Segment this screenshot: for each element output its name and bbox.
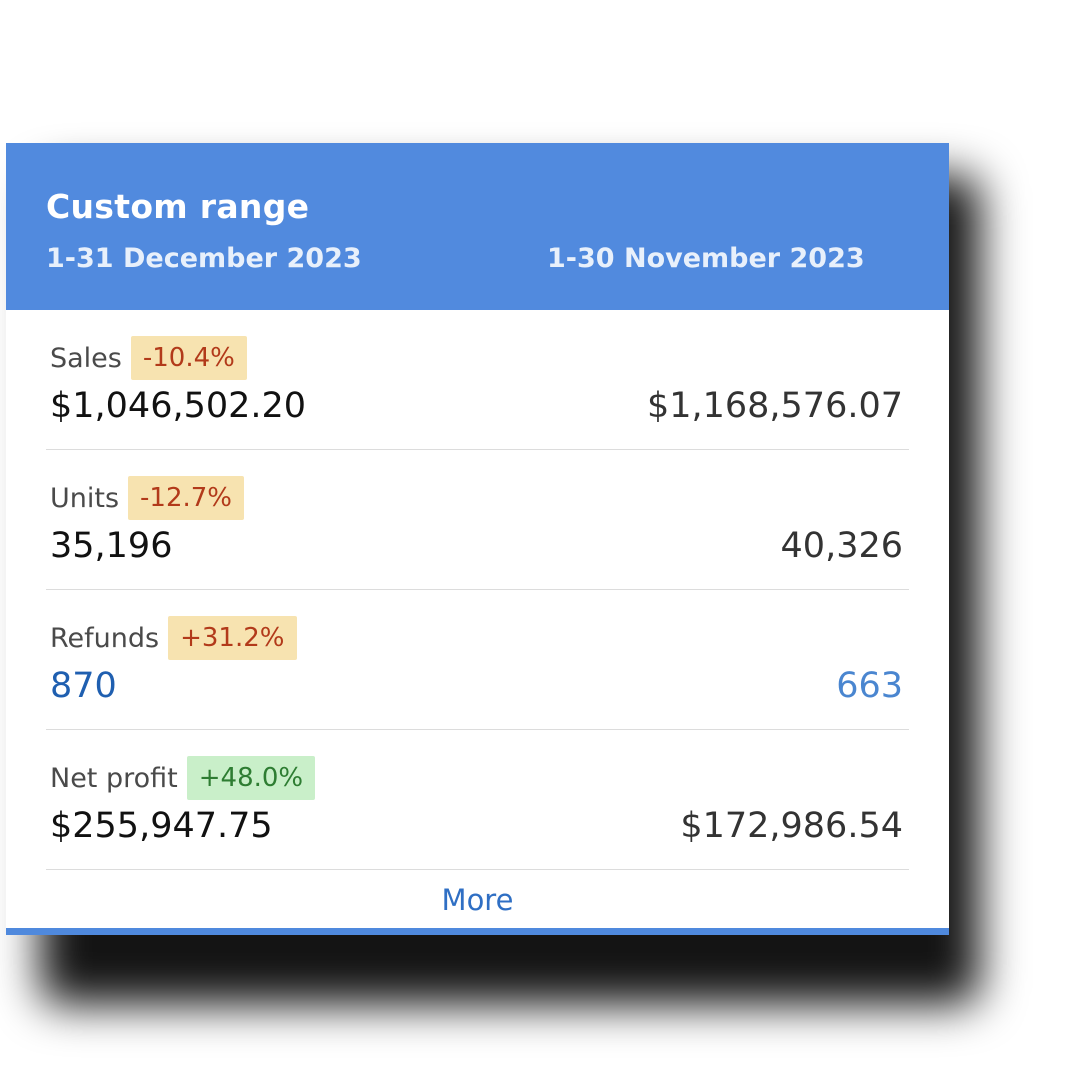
current-value: $1,046,502.20 <box>50 386 307 426</box>
change-badge: +48.0% <box>186 756 316 800</box>
metric-label-row: Refunds +31.2% <box>50 616 297 660</box>
current-value: 35,196 <box>50 526 173 566</box>
metric-label-row: Sales -10.4% <box>50 336 247 380</box>
current-period: 1-31 December 2023 <box>46 243 362 274</box>
previous-value: $172,986.54 <box>680 806 903 846</box>
more-link[interactable]: More <box>441 883 514 917</box>
metric-label-row: Net profit +48.0% <box>50 756 316 800</box>
range-title: Custom range <box>46 187 310 226</box>
change-badge: -10.4% <box>130 336 247 380</box>
change-badge: +31.2% <box>168 616 297 660</box>
refunds-current-link[interactable]: 870 <box>50 666 117 706</box>
refunds-previous-link[interactable]: 663 <box>836 666 903 706</box>
card-header: Custom range 1-31 December 2023 1-30 Nov… <box>6 143 949 310</box>
metric-label: Net profit <box>50 762 178 794</box>
metric-label: Sales <box>50 342 122 374</box>
metric-net-profit[interactable]: Net profit +48.0% $255,947.75 $172,986.5… <box>6 730 949 870</box>
divider <box>46 589 909 590</box>
previous-value: 40,326 <box>780 526 903 566</box>
stats-card: Custom range 1-31 December 2023 1-30 Nov… <box>6 143 949 935</box>
divider <box>46 869 909 870</box>
metric-label: Refunds <box>50 622 160 654</box>
metric-units[interactable]: Units -12.7% 35,196 40,326 <box>6 450 949 590</box>
metric-label-row: Units -12.7% <box>50 476 245 520</box>
previous-period: 1-30 November 2023 <box>547 243 865 274</box>
metric-sales[interactable]: Sales -10.4% $1,046,502.20 $1,168,576.07 <box>6 310 949 450</box>
metric-label: Units <box>50 482 120 514</box>
divider <box>46 449 909 450</box>
current-value: $255,947.75 <box>50 806 273 846</box>
divider <box>46 729 909 730</box>
metric-refunds[interactable]: Refunds +31.2% 870 663 <box>6 590 949 730</box>
previous-value: $1,168,576.07 <box>646 386 903 426</box>
change-badge: -12.7% <box>128 476 245 520</box>
